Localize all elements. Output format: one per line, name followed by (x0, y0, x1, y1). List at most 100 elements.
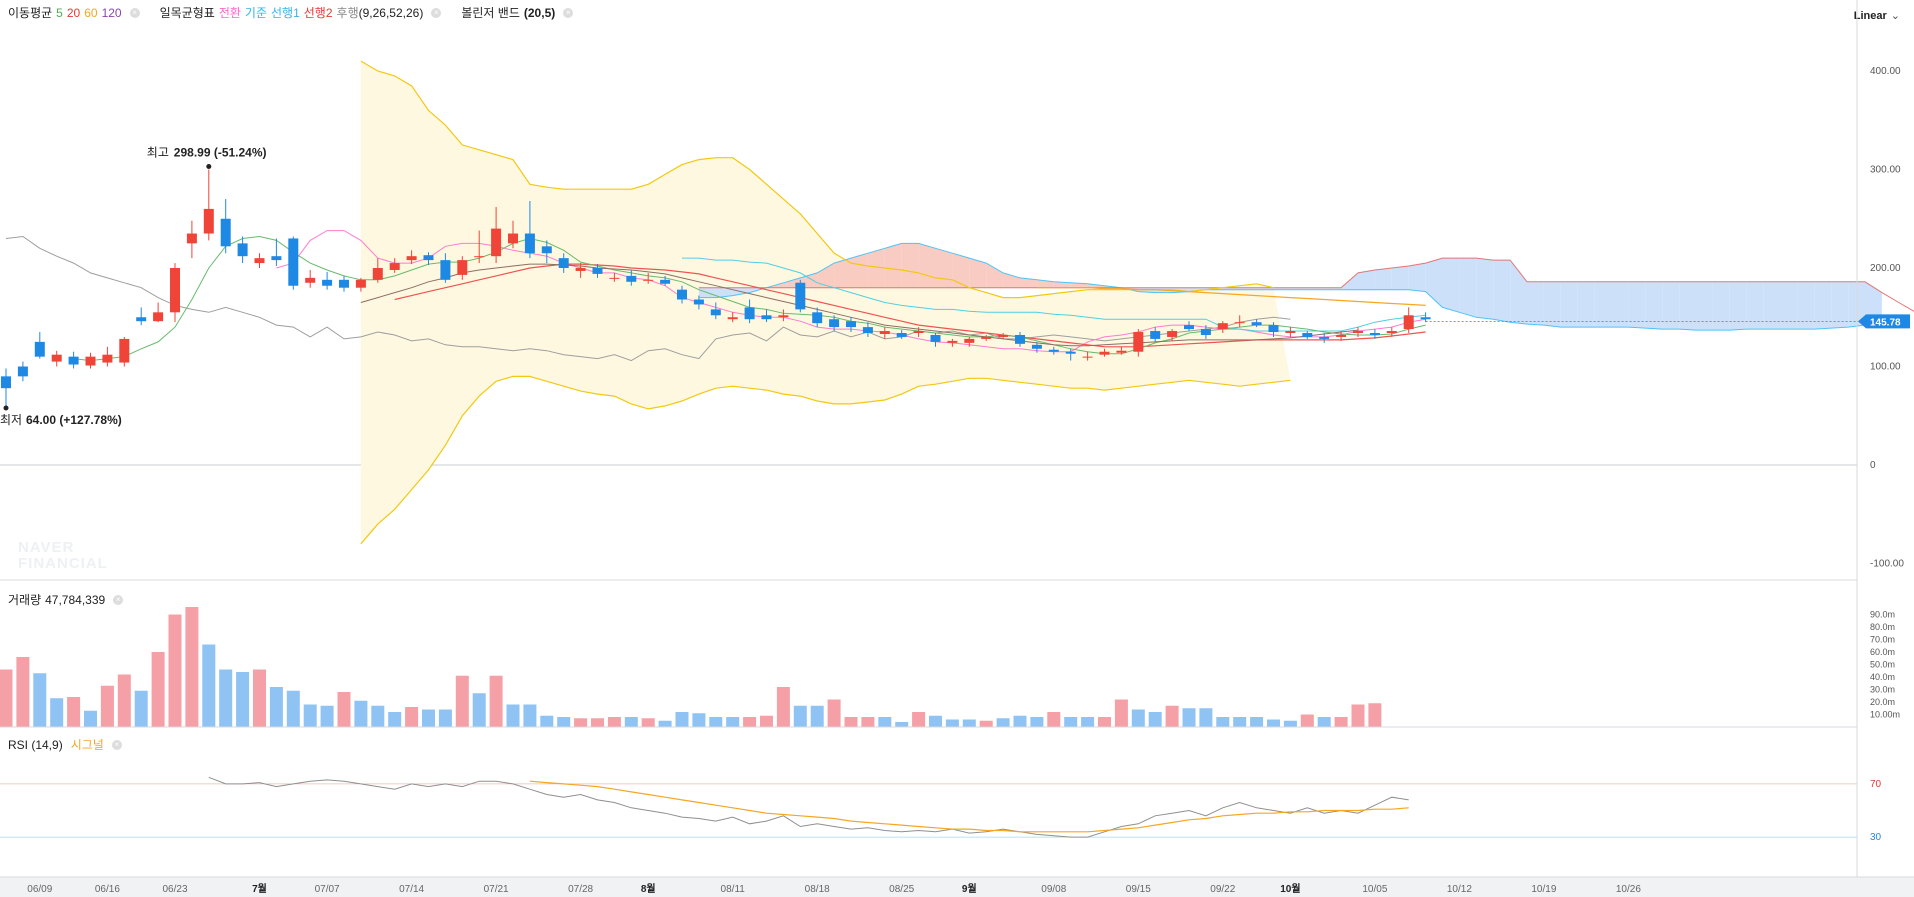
candle-body (1285, 331, 1296, 334)
volume-bar (388, 712, 402, 727)
volume-bar (1030, 717, 1044, 727)
candle-body (1, 376, 11, 389)
price-badge-shape (1858, 314, 1910, 329)
volume-bar (1098, 717, 1111, 727)
remove-bollinger-icon[interactable]: × (563, 7, 574, 18)
ichimoku-cloud-segment (1712, 281, 1730, 331)
ichimoku-kijun-label: 기준 (244, 6, 267, 20)
volume-axis-tick-label: 80.0m (1870, 622, 1895, 632)
ichimoku-senkou2-label: 선행2 (303, 6, 333, 20)
ichimoku-cloud-segment (817, 263, 835, 288)
candle-body (271, 256, 282, 261)
volume-bar (472, 693, 486, 727)
candle-body (1099, 351, 1110, 355)
ichimoku-cloud-segment (1577, 281, 1595, 328)
volume-bar (912, 712, 926, 727)
volume-bar (185, 607, 199, 727)
candle-body (1234, 322, 1245, 324)
volume-bar (405, 707, 419, 727)
candle-body (998, 334, 1009, 337)
remove-rsi-icon[interactable]: × (111, 739, 122, 750)
senkou-a-line (698, 242, 1882, 331)
volume-bar (202, 644, 216, 727)
time-axis-tick-label: 10/26 (1616, 884, 1641, 895)
remove-volume-icon[interactable]: × (113, 594, 124, 605)
volume-bar (337, 692, 351, 727)
remove-ichimoku-icon[interactable]: × (431, 7, 442, 18)
candle-body (609, 277, 620, 279)
time-axis-tick-label: 08/25 (889, 884, 914, 895)
candle-body (812, 312, 823, 324)
candle-body (913, 331, 924, 334)
time-axis-tick-label: 10/12 (1447, 884, 1472, 895)
candle-body (440, 260, 451, 280)
volume-bar (793, 705, 807, 727)
time-axis-tick-label: 08/18 (805, 884, 830, 895)
candle-body (34, 341, 45, 357)
volume-bar (1131, 709, 1145, 727)
candle-body (981, 336, 992, 339)
candle-body (1184, 325, 1194, 330)
ichimoku-cloud-segment (1696, 281, 1713, 331)
ichimoku-cloud-segment (1476, 258, 1494, 320)
time-axis-background (0, 877, 1914, 897)
candle-body (305, 277, 316, 283)
volume-bar (574, 718, 588, 727)
time-axis-tick-label: 07/21 (484, 884, 509, 895)
volume-bar (743, 717, 757, 727)
candle-body (491, 228, 502, 257)
ichimoku-cloud-segment (952, 253, 970, 288)
candle-body (558, 258, 569, 268)
candle-body (355, 279, 366, 288)
volume-bar (84, 710, 97, 727)
time-axis-tick-label: 06/09 (27, 884, 52, 895)
ichimoku-cloud-segment (935, 248, 953, 288)
volume-bar (168, 614, 182, 727)
rsi-signal-line (529, 780, 1409, 833)
volume-bar (354, 700, 368, 727)
ichimoku-cloud-segment (1510, 260, 1527, 325)
candle-body (136, 317, 147, 322)
candle-body (643, 279, 654, 281)
candle-body (862, 327, 873, 334)
time-axis-tick-label: 8월 (641, 883, 656, 895)
volume-panel (0, 607, 1382, 727)
volume-bar (303, 704, 317, 727)
volume-bar (861, 717, 875, 727)
watermark-logo: NAVER FINANCIAL (18, 540, 108, 572)
scale-toggle-button[interactable]: Linear ⌄ (1854, 9, 1900, 22)
volume-bar (624, 717, 638, 727)
candle-body (1082, 356, 1093, 358)
ichimoku-cloud-segment (1543, 281, 1561, 328)
volume-bar (1064, 717, 1078, 727)
ichimoku-cloud-segment (1662, 281, 1680, 330)
time-axis-tick-label: 9월 (962, 883, 977, 895)
candle-body (744, 307, 755, 320)
volume-bar (253, 669, 266, 727)
ichimoku-cloud-segment (1053, 281, 1071, 288)
candle-body (1031, 344, 1042, 349)
candle-body (153, 312, 164, 322)
time-axis-tick-label: 09/15 (1126, 884, 1151, 895)
bollinger-legend-label: 볼린저 밴드 (461, 6, 520, 20)
ichimoku-cloud-segment (1374, 268, 1392, 290)
rsi-axis-tick-label: 70 (1870, 779, 1882, 790)
candle-body (710, 309, 721, 316)
volume-bar (1148, 712, 1162, 727)
ichimoku-cloud-segment (918, 243, 936, 288)
volume-bar (16, 657, 30, 727)
low-annotation-value: 64.00 (+127.78%) (26, 413, 122, 427)
volume-legend-label: 거래량 (8, 593, 42, 607)
remove-ma-icon[interactable]: × (129, 7, 140, 18)
volume-bar (641, 718, 655, 727)
price-axis-tick-label: 0 (1870, 460, 1876, 471)
high-annotation: 최고 298.99 (-51.24%) (147, 145, 267, 169)
time-axis-tick-label: 06/16 (95, 884, 120, 895)
volume-axis-tick-label: 60.0m (1870, 647, 1895, 657)
volume-bar (67, 697, 81, 727)
candle-body (339, 279, 349, 288)
rsi-legend-label: RSI (14,9) (8, 737, 63, 752)
bollinger-lower-line (360, 375, 1291, 545)
